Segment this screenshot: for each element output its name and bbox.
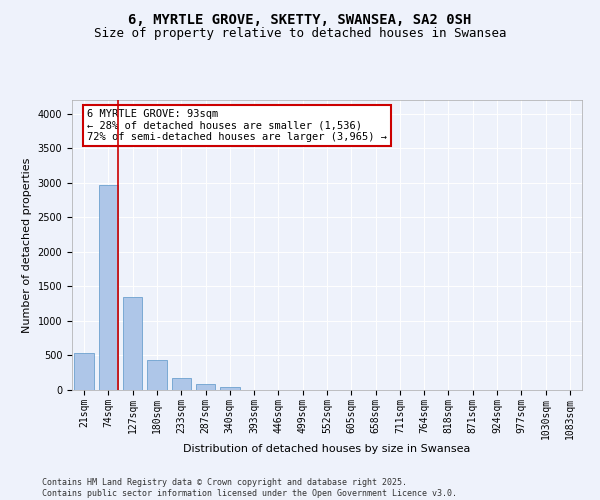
- Bar: [220, 386, 239, 390]
- Bar: [74, 354, 94, 390]
- Bar: [172, 378, 191, 390]
- Y-axis label: Number of detached properties: Number of detached properties: [22, 158, 32, 332]
- Bar: [99, 185, 118, 390]
- Text: Contains HM Land Registry data © Crown copyright and database right 2025.
Contai: Contains HM Land Registry data © Crown c…: [42, 478, 457, 498]
- X-axis label: Distribution of detached houses by size in Swansea: Distribution of detached houses by size …: [184, 444, 470, 454]
- Text: 6, MYRTLE GROVE, SKETTY, SWANSEA, SA2 0SH: 6, MYRTLE GROVE, SKETTY, SWANSEA, SA2 0S…: [128, 12, 472, 26]
- Bar: [147, 360, 167, 390]
- Bar: [123, 297, 142, 390]
- Text: Size of property relative to detached houses in Swansea: Size of property relative to detached ho…: [94, 28, 506, 40]
- Bar: [196, 384, 215, 390]
- Text: 6 MYRTLE GROVE: 93sqm
← 28% of detached houses are smaller (1,536)
72% of semi-d: 6 MYRTLE GROVE: 93sqm ← 28% of detached …: [88, 108, 388, 142]
